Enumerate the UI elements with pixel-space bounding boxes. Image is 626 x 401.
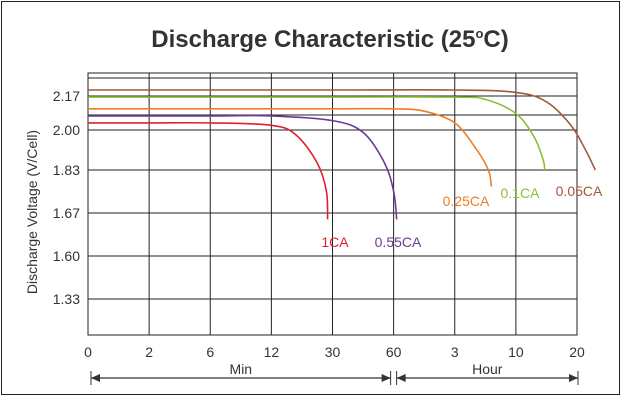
x-tick-label: 2: [145, 344, 153, 360]
series-label-1CA: 1CA: [321, 234, 349, 250]
series-line-0-55CA: [87, 114, 398, 220]
range-bar-label: Min: [230, 361, 253, 377]
y-tick-labels: 2.17 2.00 1.83 1.67 1.60 1.33: [53, 88, 80, 307]
y-tick-label: 2.00: [53, 122, 80, 138]
y-tick-label: 1.33: [53, 291, 80, 307]
x-tick-label: 6: [206, 344, 214, 360]
series-line-1CA: [88, 121, 329, 220]
y-tick-label: 1.67: [53, 205, 80, 221]
series-line-0-05CA: [88, 89, 597, 171]
range-arrow-right: [569, 374, 578, 382]
y-tick-label: 1.83: [53, 162, 80, 178]
y-axis-title: Discharge Voltage (V/Cell): [24, 130, 40, 294]
y-tick-label: 1.60: [53, 248, 80, 264]
series-label-0-55CA: 0.55CA: [375, 234, 422, 250]
grid: [88, 73, 577, 335]
title-unit: C): [483, 26, 508, 53]
x-tick-label: 60: [386, 344, 402, 360]
range-arrow-left: [396, 374, 406, 382]
x-tick-label: 10: [508, 344, 524, 360]
title-degree: o: [475, 26, 483, 41]
series-line-0-25CA: [87, 107, 493, 187]
x-tick-label: 0: [84, 344, 92, 360]
x-tick-label: 12: [264, 344, 280, 360]
x-range-bars: Min Hour: [90, 361, 579, 385]
range-arrow-right: [381, 374, 391, 382]
series-lines: [87, 89, 597, 220]
chart-title: Discharge Characteristic (25oC): [151, 26, 508, 53]
chart-frame: [1, 1, 620, 395]
series-label-0-25CA: 0.25CA: [443, 193, 490, 209]
range-bar-label: Hour: [472, 361, 503, 377]
x-range-bar: Hour: [396, 361, 579, 385]
x-tick-labels: 0 2 6 12 30 60 3 10 20: [84, 344, 585, 360]
y-tick-label: 2.17: [53, 88, 80, 104]
range-arrow-left: [91, 374, 100, 382]
series-label-0-05CA: 0.05CA: [556, 183, 603, 199]
x-range-bar: Min: [90, 361, 392, 385]
series-labels: 1CA 0.55CA 0.25CA 0.1CA 0.05CA: [321, 183, 603, 250]
series-label-0-1CA: 0.1CA: [501, 185, 541, 201]
x-tick-label: 30: [325, 344, 341, 360]
x-tick-label: 20: [569, 344, 585, 360]
series-line-0-1CA: [88, 96, 546, 171]
x-tick-label: 3: [451, 344, 459, 360]
